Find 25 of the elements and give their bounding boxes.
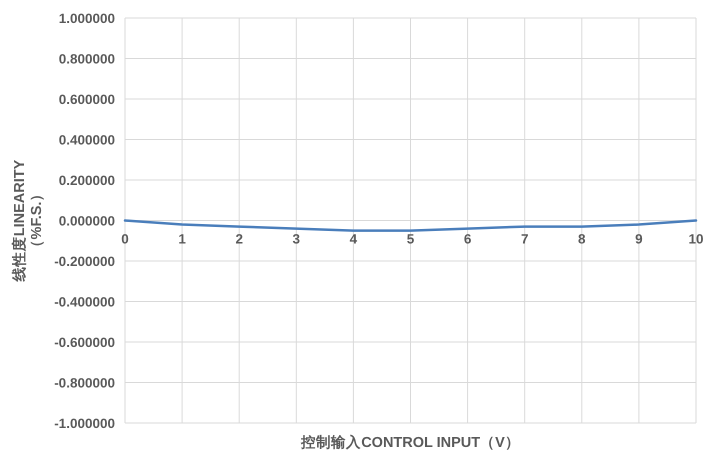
y-tick-label: 0.800000 bbox=[58, 52, 115, 66]
y-tick-label: -0.200000 bbox=[54, 254, 115, 269]
x-tick-label: 3 bbox=[292, 232, 301, 246]
y-tick-label: 0.400000 bbox=[58, 132, 115, 148]
y-tick-label: -1.000000 bbox=[54, 416, 115, 431]
x-tick-label: 1 bbox=[178, 232, 186, 246]
x-tick-label: 0 bbox=[121, 232, 129, 246]
x-tick-label: 6 bbox=[464, 232, 472, 246]
y-tick-label: 0.000000 bbox=[58, 214, 115, 228]
y-tick-label: 1.000000 bbox=[58, 11, 115, 26]
y-tick-label: -0.600000 bbox=[54, 335, 115, 350]
x-tick-label: 9 bbox=[635, 232, 643, 246]
line-series bbox=[124, 219, 698, 232]
x-tick-label: 4 bbox=[350, 232, 358, 246]
x-tick-label: 7 bbox=[520, 232, 528, 246]
x-axis-title: 控制输入CONTROL INPUT（V） bbox=[300, 434, 520, 451]
y-tick-label: 0.600000 bbox=[58, 92, 115, 107]
y-axis-title: 线性度LINEARITY （%F.S.） bbox=[10, 159, 45, 282]
x-tick-label: 10 bbox=[688, 232, 704, 246]
y-tick-label: -0.400000 bbox=[54, 294, 115, 310]
y-tick-label: -0.800000 bbox=[54, 376, 115, 390]
x-tick-label: 8 bbox=[578, 232, 586, 246]
x-tick-label: 5 bbox=[406, 232, 415, 246]
x-tick-label: 2 bbox=[235, 232, 243, 246]
y-tick-label: 0.200000 bbox=[58, 173, 115, 188]
